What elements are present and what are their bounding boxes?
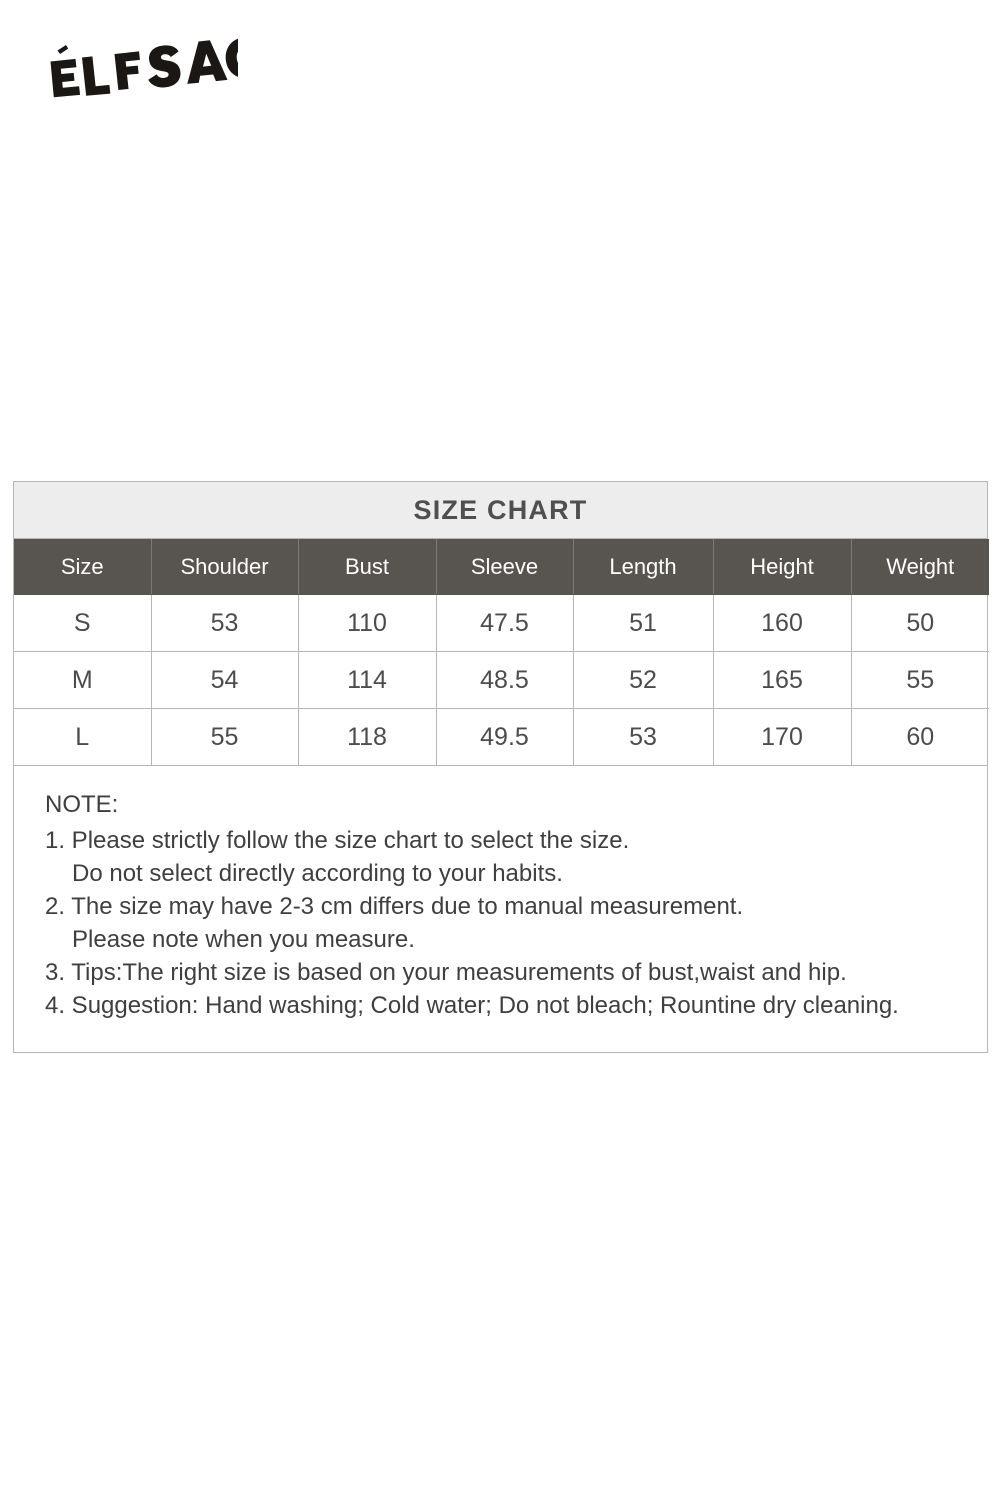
cell-size: L bbox=[14, 708, 152, 765]
table-row: S 53 110 47.5 51 160 50 bbox=[14, 594, 989, 652]
note-line-2b: Please note when you measure. bbox=[72, 926, 415, 953]
note-line-1: 1. Please strictly follow the size chart… bbox=[45, 827, 630, 854]
elfsack-wordmark-icon bbox=[50, 38, 238, 98]
cell-length: 53 bbox=[573, 708, 714, 765]
table-row: L 55 118 49.5 53 170 60 bbox=[14, 708, 989, 765]
note-line-1b: Do not select directly according to your… bbox=[72, 860, 563, 887]
cell-weight: 50 bbox=[851, 594, 989, 652]
table-header-row: Size Shoulder Bust Sleeve Length Height … bbox=[14, 539, 989, 595]
table-row: M 54 114 48.5 52 165 55 bbox=[14, 651, 989, 709]
cell-length: 52 bbox=[573, 651, 714, 709]
brand-logo bbox=[38, 34, 238, 106]
cell-bust: 110 bbox=[298, 594, 437, 652]
note-line-2: 2. The size may have 2-3 cm differs due … bbox=[45, 893, 744, 920]
column-header-size: Size bbox=[14, 539, 152, 595]
cell-shoulder: 54 bbox=[151, 651, 299, 709]
column-header-sleeve: Sleeve bbox=[436, 539, 574, 595]
size-chart-card: SIZE CHART Size Shoulder Bust Sleeve Len… bbox=[13, 481, 989, 1053]
size-chart-title: SIZE CHART bbox=[14, 482, 987, 539]
cell-bust: 114 bbox=[298, 651, 437, 709]
note-line-3: 3. Tips:The right size is based on your … bbox=[45, 959, 847, 986]
size-chart-table: Size Shoulder Bust Sleeve Length Height … bbox=[14, 539, 989, 765]
cell-height: 165 bbox=[713, 651, 852, 709]
cell-height: 160 bbox=[713, 594, 852, 652]
cell-sleeve: 49.5 bbox=[436, 708, 574, 765]
cell-sleeve: 48.5 bbox=[436, 651, 574, 709]
column-header-height: Height bbox=[713, 539, 852, 595]
size-chart-note: NOTE: 1. Please strictly follow the size… bbox=[14, 765, 987, 1052]
cell-size: M bbox=[14, 651, 152, 709]
column-header-weight: Weight bbox=[851, 539, 989, 595]
note-line-4: 4. Suggestion: Hand washing; Cold water;… bbox=[45, 992, 899, 1019]
column-header-shoulder: Shoulder bbox=[151, 539, 299, 595]
cell-length: 51 bbox=[573, 594, 714, 652]
column-header-bust: Bust bbox=[298, 539, 437, 595]
column-header-length: Length bbox=[573, 539, 714, 595]
cell-bust: 118 bbox=[298, 708, 437, 765]
cell-shoulder: 55 bbox=[151, 708, 299, 765]
note-heading: NOTE: bbox=[45, 791, 119, 818]
cell-weight: 55 bbox=[851, 651, 989, 709]
cell-height: 170 bbox=[713, 708, 852, 765]
cell-size: S bbox=[14, 594, 152, 652]
cell-sleeve: 47.5 bbox=[436, 594, 574, 652]
cell-shoulder: 53 bbox=[151, 594, 299, 652]
cell-weight: 60 bbox=[906, 722, 935, 751]
